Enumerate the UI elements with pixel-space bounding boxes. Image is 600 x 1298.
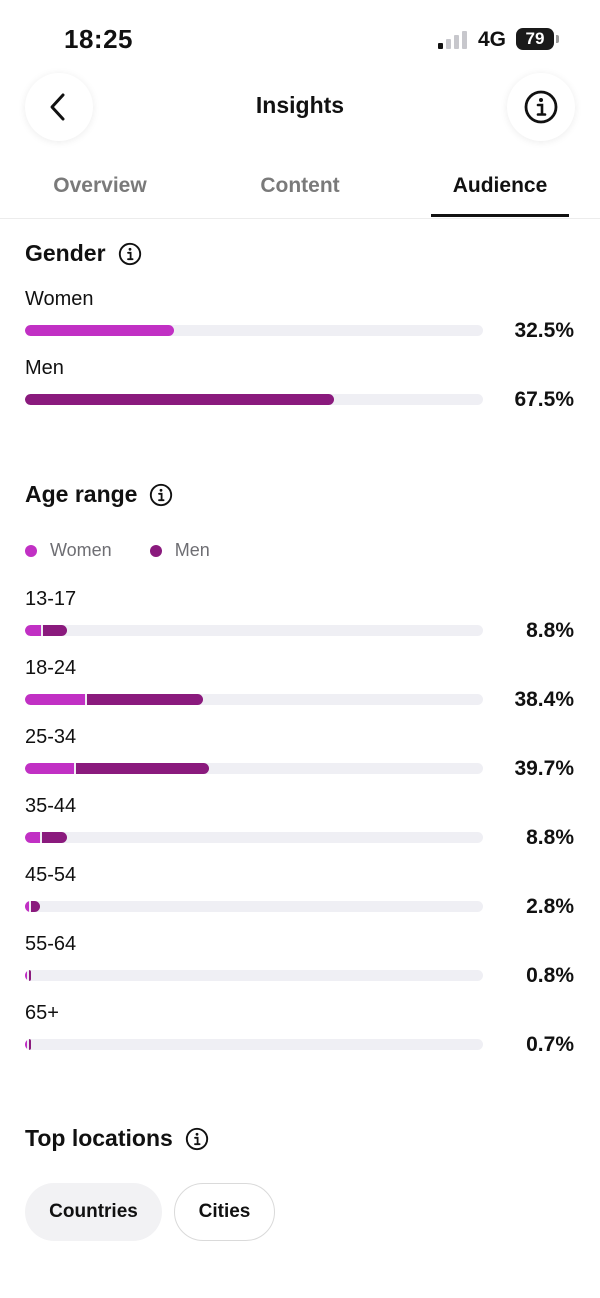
tab-overview[interactable]: Overview	[53, 174, 147, 197]
tab-content[interactable]: Content	[260, 174, 340, 197]
age-range-section-title: Age range	[25, 481, 173, 508]
legend-label-men: Men	[174, 540, 210, 560]
age-bar-fill-women	[25, 694, 85, 705]
age-bar-fill-women	[25, 1039, 27, 1050]
legend-item-men: Men	[149, 540, 210, 561]
age-bar-fill-men	[41, 832, 68, 843]
age-bar-fill-men	[76, 763, 209, 774]
women-dot-icon	[25, 544, 37, 557]
gender-bar-fill-men	[25, 394, 335, 405]
gender-row-label: Women	[25, 288, 94, 310]
page-title: Insights	[255, 92, 345, 118]
age-row-percent: 8.8%	[526, 619, 574, 642]
age-range-title-text: Age range	[25, 481, 138, 507]
age-bar-fill-men	[29, 1039, 31, 1050]
top-locations-section-title: Top locations	[25, 1125, 209, 1152]
age-row-label: 25-34	[25, 726, 77, 748]
active-tab-indicator	[431, 214, 569, 217]
age-row-label: 13-17	[25, 588, 77, 610]
age-bar-track	[25, 763, 483, 774]
tab-bar: Overview Content Audience	[0, 158, 600, 219]
gender-row-label: Men	[25, 357, 64, 379]
age-bar-track	[25, 1039, 483, 1050]
info-icon[interactable]	[118, 242, 142, 266]
age-row-percent: 38.4%	[514, 688, 574, 711]
age-bar-fill-women	[25, 970, 27, 981]
age-bar-track	[25, 625, 483, 636]
status-bar: 18:25 4G 79	[0, 0, 600, 70]
status-time: 18:25	[64, 24, 133, 54]
gender-title-text: Gender	[25, 240, 106, 266]
signal-strength-icon	[438, 31, 470, 49]
age-bar-track	[25, 970, 483, 981]
chevron-left-icon	[50, 93, 65, 121]
age-row-percent: 0.7%	[526, 1033, 574, 1056]
legend-label-women: Women	[50, 540, 112, 560]
battery-tip	[556, 35, 559, 43]
age-bar-track	[25, 901, 483, 912]
gender-bar-track	[25, 325, 483, 336]
age-bar-fill-women	[25, 901, 30, 912]
age-row-percent: 39.7%	[514, 757, 574, 780]
top-locations-title-text: Top locations	[25, 1125, 173, 1151]
age-row-label: 45-54	[25, 864, 77, 886]
age-bar-fill-women	[25, 625, 42, 636]
gender-row-percent: 67.5%	[514, 388, 574, 411]
age-row-label: 35-44	[25, 795, 77, 817]
age-row-label: 18-24	[25, 657, 77, 679]
back-button[interactable]	[25, 73, 93, 141]
tab-audience[interactable]: Audience	[452, 174, 548, 197]
age-bar-fill-men	[43, 625, 68, 636]
countries-chip[interactable]: Countries	[25, 1183, 162, 1241]
network-type: 4G	[478, 28, 507, 51]
info-icon[interactable]	[149, 483, 173, 507]
gender-row-percent: 32.5%	[514, 319, 574, 342]
legend-item-women: Women	[25, 540, 112, 561]
info-icon[interactable]	[185, 1127, 209, 1151]
header: Insights	[0, 70, 600, 150]
men-dot-icon	[149, 544, 162, 557]
cities-chip[interactable]: Cities	[174, 1183, 275, 1241]
age-bar-fill-women	[25, 832, 40, 843]
age-row-percent: 2.8%	[526, 895, 574, 918]
age-bar-fill-men	[86, 694, 203, 705]
age-row-label: 55-64	[25, 933, 77, 955]
age-bar-track	[25, 832, 483, 843]
age-row-percent: 8.8%	[526, 826, 574, 849]
info-icon	[524, 90, 558, 124]
info-button[interactable]	[507, 73, 575, 141]
gender-section-title: Gender	[25, 240, 142, 267]
age-row-label: 65+	[25, 1002, 59, 1024]
age-legend: Women Men	[25, 540, 248, 561]
age-bar-fill-men	[29, 970, 32, 981]
age-bar-track	[25, 694, 483, 705]
age-bar-fill-men	[31, 901, 40, 912]
age-row-percent: 0.8%	[526, 964, 574, 987]
age-bar-fill-women	[25, 763, 75, 774]
battery-icon: 79	[516, 28, 554, 50]
gender-bar-fill-women	[25, 325, 174, 336]
gender-bar-track	[25, 394, 483, 405]
